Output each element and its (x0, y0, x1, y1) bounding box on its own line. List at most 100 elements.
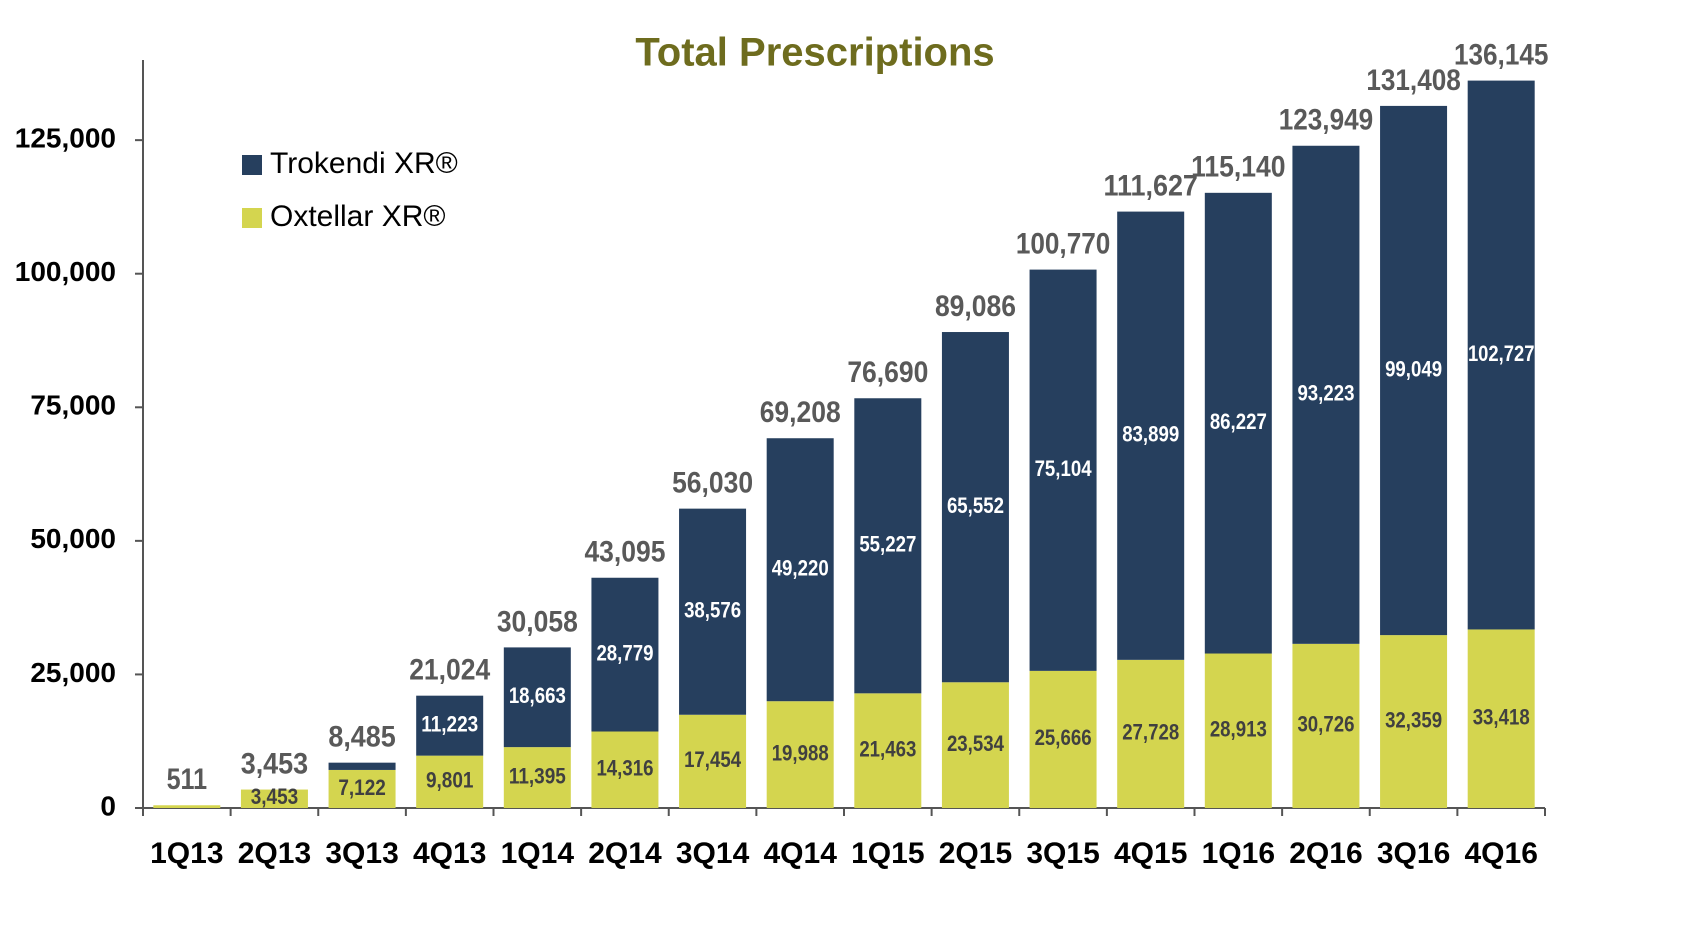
x-tick-label: 1Q13 (150, 837, 223, 870)
total-label: 8,485 (328, 721, 396, 754)
data-label: 27,728 (1122, 720, 1179, 745)
x-tick-label: 3Q13 (325, 837, 398, 870)
total-label: 136,145 (1454, 39, 1549, 72)
bar-segment (1292, 145, 1360, 644)
total-label: 111,627 (1103, 170, 1198, 203)
bar-segment (1204, 653, 1272, 808)
bar-segment (1380, 635, 1448, 808)
data-label: 55,227 (859, 532, 916, 557)
y-tick-label: 25,000 (30, 657, 116, 688)
bar-segment (679, 714, 747, 808)
data-label: 28,913 (1210, 717, 1267, 742)
bar-segment (941, 332, 1009, 683)
data-label: 23,534 (947, 731, 1005, 756)
bar-segment (240, 789, 308, 808)
data-label: 30,726 (1297, 712, 1354, 737)
total-label: 56,030 (672, 467, 753, 500)
x-tick-label: 4Q14 (763, 837, 837, 870)
data-label: 7,122 (338, 775, 386, 800)
bar-segment (1117, 659, 1185, 808)
x-tick-label: 3Q16 (1377, 837, 1450, 870)
x-tick-label: 4Q13 (413, 837, 486, 870)
data-label: 32,359 (1385, 707, 1442, 732)
y-tick-label: 75,000 (30, 390, 116, 421)
legend-swatch (242, 208, 262, 228)
bar-segment (416, 695, 484, 756)
bar-segment (153, 805, 221, 808)
x-tick-label: 3Q15 (1026, 837, 1099, 870)
x-tick-label: 4Q15 (1114, 837, 1187, 870)
data-label: 14,316 (596, 756, 653, 781)
data-label: 75,104 (1035, 456, 1093, 481)
bar-segment (1467, 80, 1535, 630)
data-label: 28,779 (596, 640, 653, 665)
bar-segment (1029, 269, 1097, 671)
data-label: 83,899 (1122, 422, 1179, 447)
bar-segment (328, 769, 396, 808)
bar-segment (854, 693, 922, 808)
y-tick-label: 0 (100, 790, 116, 821)
bar-segment (1380, 105, 1448, 636)
data-label: 25,666 (1035, 725, 1092, 750)
bar-segment (591, 731, 659, 808)
total-label: 30,058 (497, 605, 578, 638)
data-label: 21,463 (859, 736, 916, 761)
x-tick-label: 4Q16 (1464, 837, 1537, 870)
x-tick-label: 1Q16 (1202, 837, 1275, 870)
data-label: 93,223 (1297, 381, 1354, 406)
bar-segment (1117, 211, 1185, 660)
total-label: 131,408 (1366, 64, 1461, 97)
legend-swatch (242, 155, 262, 175)
y-tick-label: 50,000 (30, 523, 116, 554)
data-label: 17,454 (684, 747, 742, 772)
data-label: 9,801 (426, 768, 474, 793)
bar-segment (766, 438, 834, 702)
data-label: 102,727 (1468, 341, 1535, 366)
legend-label: Trokendi XR® (270, 147, 458, 180)
bar-segment (328, 762, 396, 770)
total-label: 100,770 (1016, 228, 1111, 261)
total-label: 89,086 (935, 290, 1016, 323)
x-tick-label: 1Q14 (501, 837, 575, 870)
bar-segment (1029, 670, 1097, 808)
x-tick-label: 2Q13 (238, 837, 311, 870)
y-tick-label: 100,000 (15, 256, 116, 287)
data-label: 65,552 (947, 493, 1004, 518)
x-tick-label: 2Q14 (588, 837, 662, 870)
bar-segment (941, 682, 1009, 808)
bar-segment (766, 701, 834, 808)
bar-segment (854, 398, 922, 694)
data-label: 49,220 (772, 556, 829, 581)
legend-label: Oxtellar XR® (270, 200, 445, 233)
bar-segment (1292, 643, 1360, 808)
chart-title: Total Prescriptions (635, 31, 994, 75)
data-label: 11,223 (421, 711, 478, 736)
bar-segment (416, 755, 484, 808)
x-tick-label: 1Q15 (851, 837, 924, 870)
x-tick-label: 2Q15 (939, 837, 1012, 870)
total-label: 43,095 (584, 536, 665, 569)
bar-segment (679, 508, 747, 715)
x-tick-label: 2Q16 (1289, 837, 1362, 870)
total-label: 511 (167, 763, 208, 796)
total-label: 3,453 (241, 747, 309, 780)
total-label: 115,140 (1191, 151, 1286, 184)
data-label: 19,988 (772, 740, 829, 765)
x-tick-label: 3Q14 (676, 837, 750, 870)
bar-segment (1204, 192, 1272, 654)
total-label: 123,949 (1279, 104, 1374, 137)
total-label: 76,690 (847, 356, 928, 389)
data-label: 38,576 (684, 598, 741, 623)
y-tick-label: 125,000 (15, 123, 116, 154)
data-label: 99,049 (1385, 356, 1442, 381)
bar-segment (503, 747, 571, 808)
data-label: 33,418 (1473, 705, 1530, 730)
data-label: 86,227 (1210, 409, 1267, 434)
total-label: 21,024 (409, 654, 490, 687)
bar-segment (591, 577, 659, 732)
data-label: 3,453 (251, 784, 299, 809)
bar-segment (1467, 629, 1535, 808)
data-label: 11,395 (509, 763, 566, 788)
